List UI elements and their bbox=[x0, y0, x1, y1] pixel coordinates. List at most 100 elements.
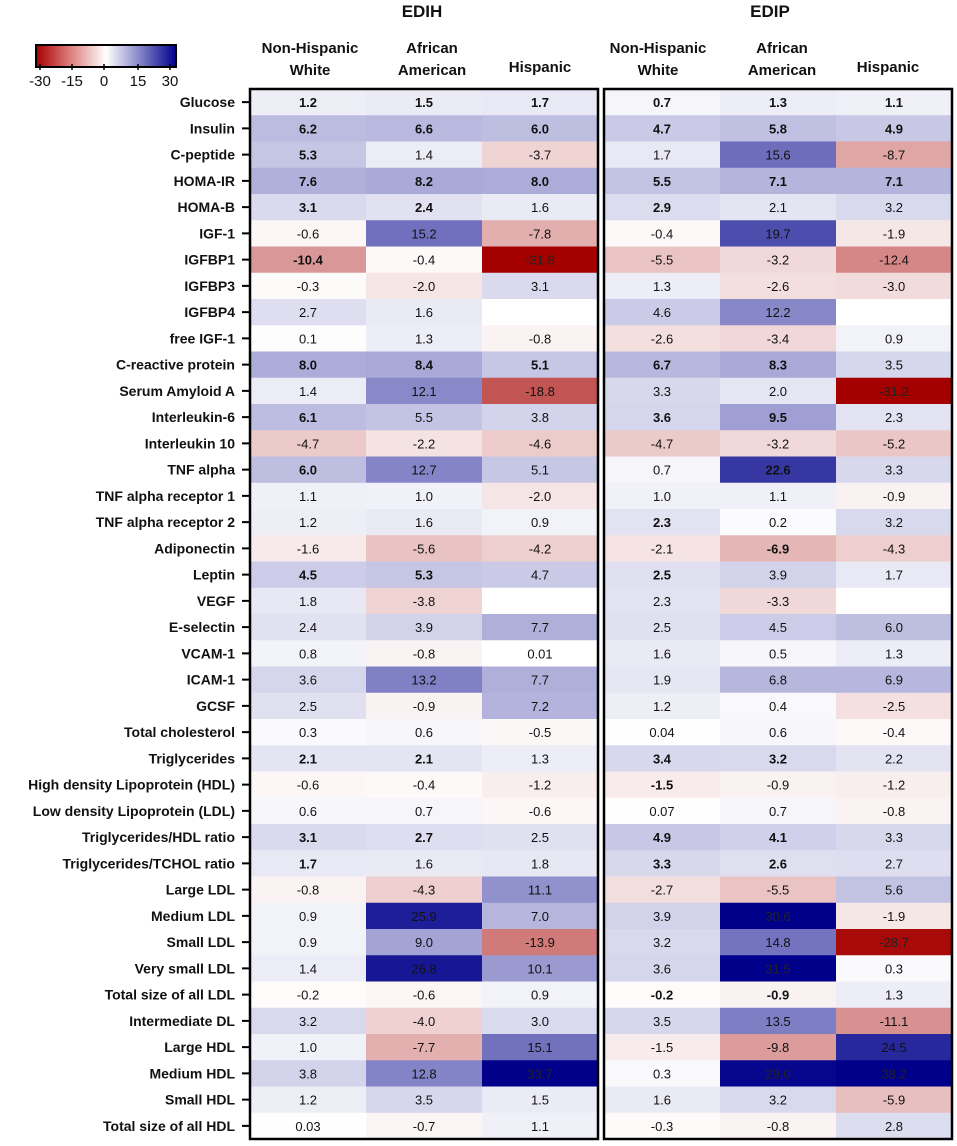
heatmap-cell bbox=[836, 220, 952, 247]
cell-value: -3.2 bbox=[767, 436, 789, 451]
heatmap-cell bbox=[482, 1086, 598, 1114]
cell-value: 1.9 bbox=[653, 673, 671, 688]
heatmap-cell bbox=[482, 351, 598, 379]
heatmap-cell bbox=[482, 430, 598, 457]
heatmap-cell bbox=[720, 430, 836, 457]
panel-title-edih: EDIH bbox=[402, 2, 443, 21]
heatmap-cell bbox=[250, 430, 366, 457]
heatmap-cell bbox=[720, 876, 836, 904]
row-label: Adiponectin bbox=[154, 540, 235, 556]
row-label: Intermediate DL bbox=[129, 1013, 235, 1029]
cell-value: 1.2 bbox=[299, 95, 317, 110]
cell-value: 3.0 bbox=[531, 1014, 549, 1029]
cell-value: 1.6 bbox=[531, 200, 549, 215]
legend-tick-label: 30 bbox=[162, 73, 179, 90]
cell-value: 0.3 bbox=[299, 725, 317, 740]
heatmap-cell bbox=[720, 456, 836, 484]
cell-value: 1.3 bbox=[653, 279, 671, 294]
column-header: Hispanic bbox=[857, 59, 920, 76]
cell-value: 1.8 bbox=[299, 594, 317, 609]
cell-value: 2.8 bbox=[885, 1119, 903, 1134]
cell-value: 5.3 bbox=[415, 568, 433, 583]
heatmap-cell bbox=[250, 1034, 366, 1061]
cell-value: -0.6 bbox=[297, 226, 319, 241]
heatmap-cell bbox=[366, 1112, 482, 1140]
heatmap-cell bbox=[250, 955, 366, 982]
row-label: GCSF bbox=[196, 698, 235, 714]
heatmap-cell bbox=[366, 404, 482, 431]
cell-value: 2.7 bbox=[885, 856, 903, 871]
row-label: High density Lipoprotein (HDL) bbox=[28, 777, 235, 793]
row-label: ICAM-1 bbox=[187, 672, 235, 688]
cell-value: 8.3 bbox=[769, 358, 787, 373]
heatmap-cell bbox=[482, 876, 598, 904]
heatmap-cell bbox=[836, 141, 952, 169]
heatmap-cell bbox=[604, 1034, 720, 1061]
heatmap-cell bbox=[836, 771, 952, 799]
heatmap-cell bbox=[250, 299, 366, 326]
cell-value: -0.9 bbox=[413, 699, 435, 714]
cell-value: -0.4 bbox=[883, 725, 905, 740]
cell-value: -6.9 bbox=[767, 541, 789, 556]
heatmap-cell bbox=[604, 692, 720, 720]
cell-value: -13.9 bbox=[525, 935, 555, 950]
cell-value: 4.9 bbox=[653, 830, 671, 845]
cell-value: -1.5 bbox=[651, 1040, 673, 1055]
heatmap-cell bbox=[482, 246, 598, 274]
heatmap-cell bbox=[720, 640, 836, 667]
cell-value: 1.6 bbox=[653, 646, 671, 661]
row-label: Total size of all LDL bbox=[105, 987, 236, 1003]
heatmap-cell bbox=[482, 929, 598, 956]
heatmap-cell bbox=[836, 377, 952, 405]
cell-value: -0.7 bbox=[413, 1119, 435, 1134]
cell-value: 1.5 bbox=[415, 95, 433, 110]
cell-value: 2.6 bbox=[769, 856, 787, 871]
heatmap-cell bbox=[366, 325, 482, 352]
heatmap-cell bbox=[250, 1086, 366, 1114]
heatmap-cell bbox=[720, 1060, 836, 1087]
cell-value: -0.8 bbox=[883, 804, 905, 819]
cell-value: -4.7 bbox=[297, 436, 319, 451]
cell-value: -2.5 bbox=[883, 699, 905, 714]
cell-value: 5.1 bbox=[531, 463, 549, 478]
row-label: Serum Amyloid A bbox=[119, 383, 235, 399]
heatmap-cell bbox=[836, 535, 952, 562]
cell-value: 4.1 bbox=[769, 830, 787, 845]
heatmap-cell bbox=[720, 745, 836, 772]
heatmap-cell bbox=[720, 325, 836, 352]
cell-value: -3.8 bbox=[413, 594, 435, 609]
cell-value: -0.5 bbox=[529, 725, 551, 740]
cell-value: 1.3 bbox=[885, 646, 903, 661]
row-label: Triglycerides bbox=[149, 750, 236, 766]
heatmap-cell bbox=[720, 272, 836, 300]
heatmap-cell bbox=[482, 509, 598, 536]
heatmap-cell bbox=[836, 981, 952, 1009]
panel-frames bbox=[248, 87, 954, 1141]
cell-value: 1.2 bbox=[299, 515, 317, 530]
cell-value: 2.5 bbox=[653, 620, 671, 635]
cell-value: -0.4 bbox=[651, 226, 673, 241]
heatmap-cell bbox=[720, 902, 836, 930]
cell-value: -1.5 bbox=[651, 778, 673, 793]
heatmap-cell bbox=[604, 299, 720, 326]
heatmap-cell bbox=[836, 850, 952, 877]
heatmap-cell bbox=[604, 902, 720, 930]
cell-value: 2.0 bbox=[769, 384, 787, 399]
heatmap-cell bbox=[482, 299, 598, 326]
heatmap-cell bbox=[604, 351, 720, 379]
cell-value: 3.3 bbox=[653, 856, 671, 871]
cell-value: 10.1 bbox=[527, 961, 552, 976]
heatmap-cell bbox=[482, 955, 598, 982]
heatmap-cell bbox=[604, 955, 720, 982]
heatmap-cell bbox=[836, 1112, 952, 1140]
cell-value: 15.6 bbox=[765, 148, 790, 163]
cell-value: 0.03 bbox=[295, 1119, 320, 1134]
cell-value: 0.01 bbox=[527, 646, 552, 661]
heatmap-cell bbox=[604, 981, 720, 1009]
cell-value: -0.9 bbox=[883, 489, 905, 504]
cell-value: 3.1 bbox=[299, 830, 317, 845]
cell-value: 38.2 bbox=[881, 1066, 906, 1081]
cell-value: 2.3 bbox=[653, 594, 671, 609]
cell-value: -4.0 bbox=[413, 1014, 435, 1029]
heatmap-cell bbox=[366, 272, 482, 300]
